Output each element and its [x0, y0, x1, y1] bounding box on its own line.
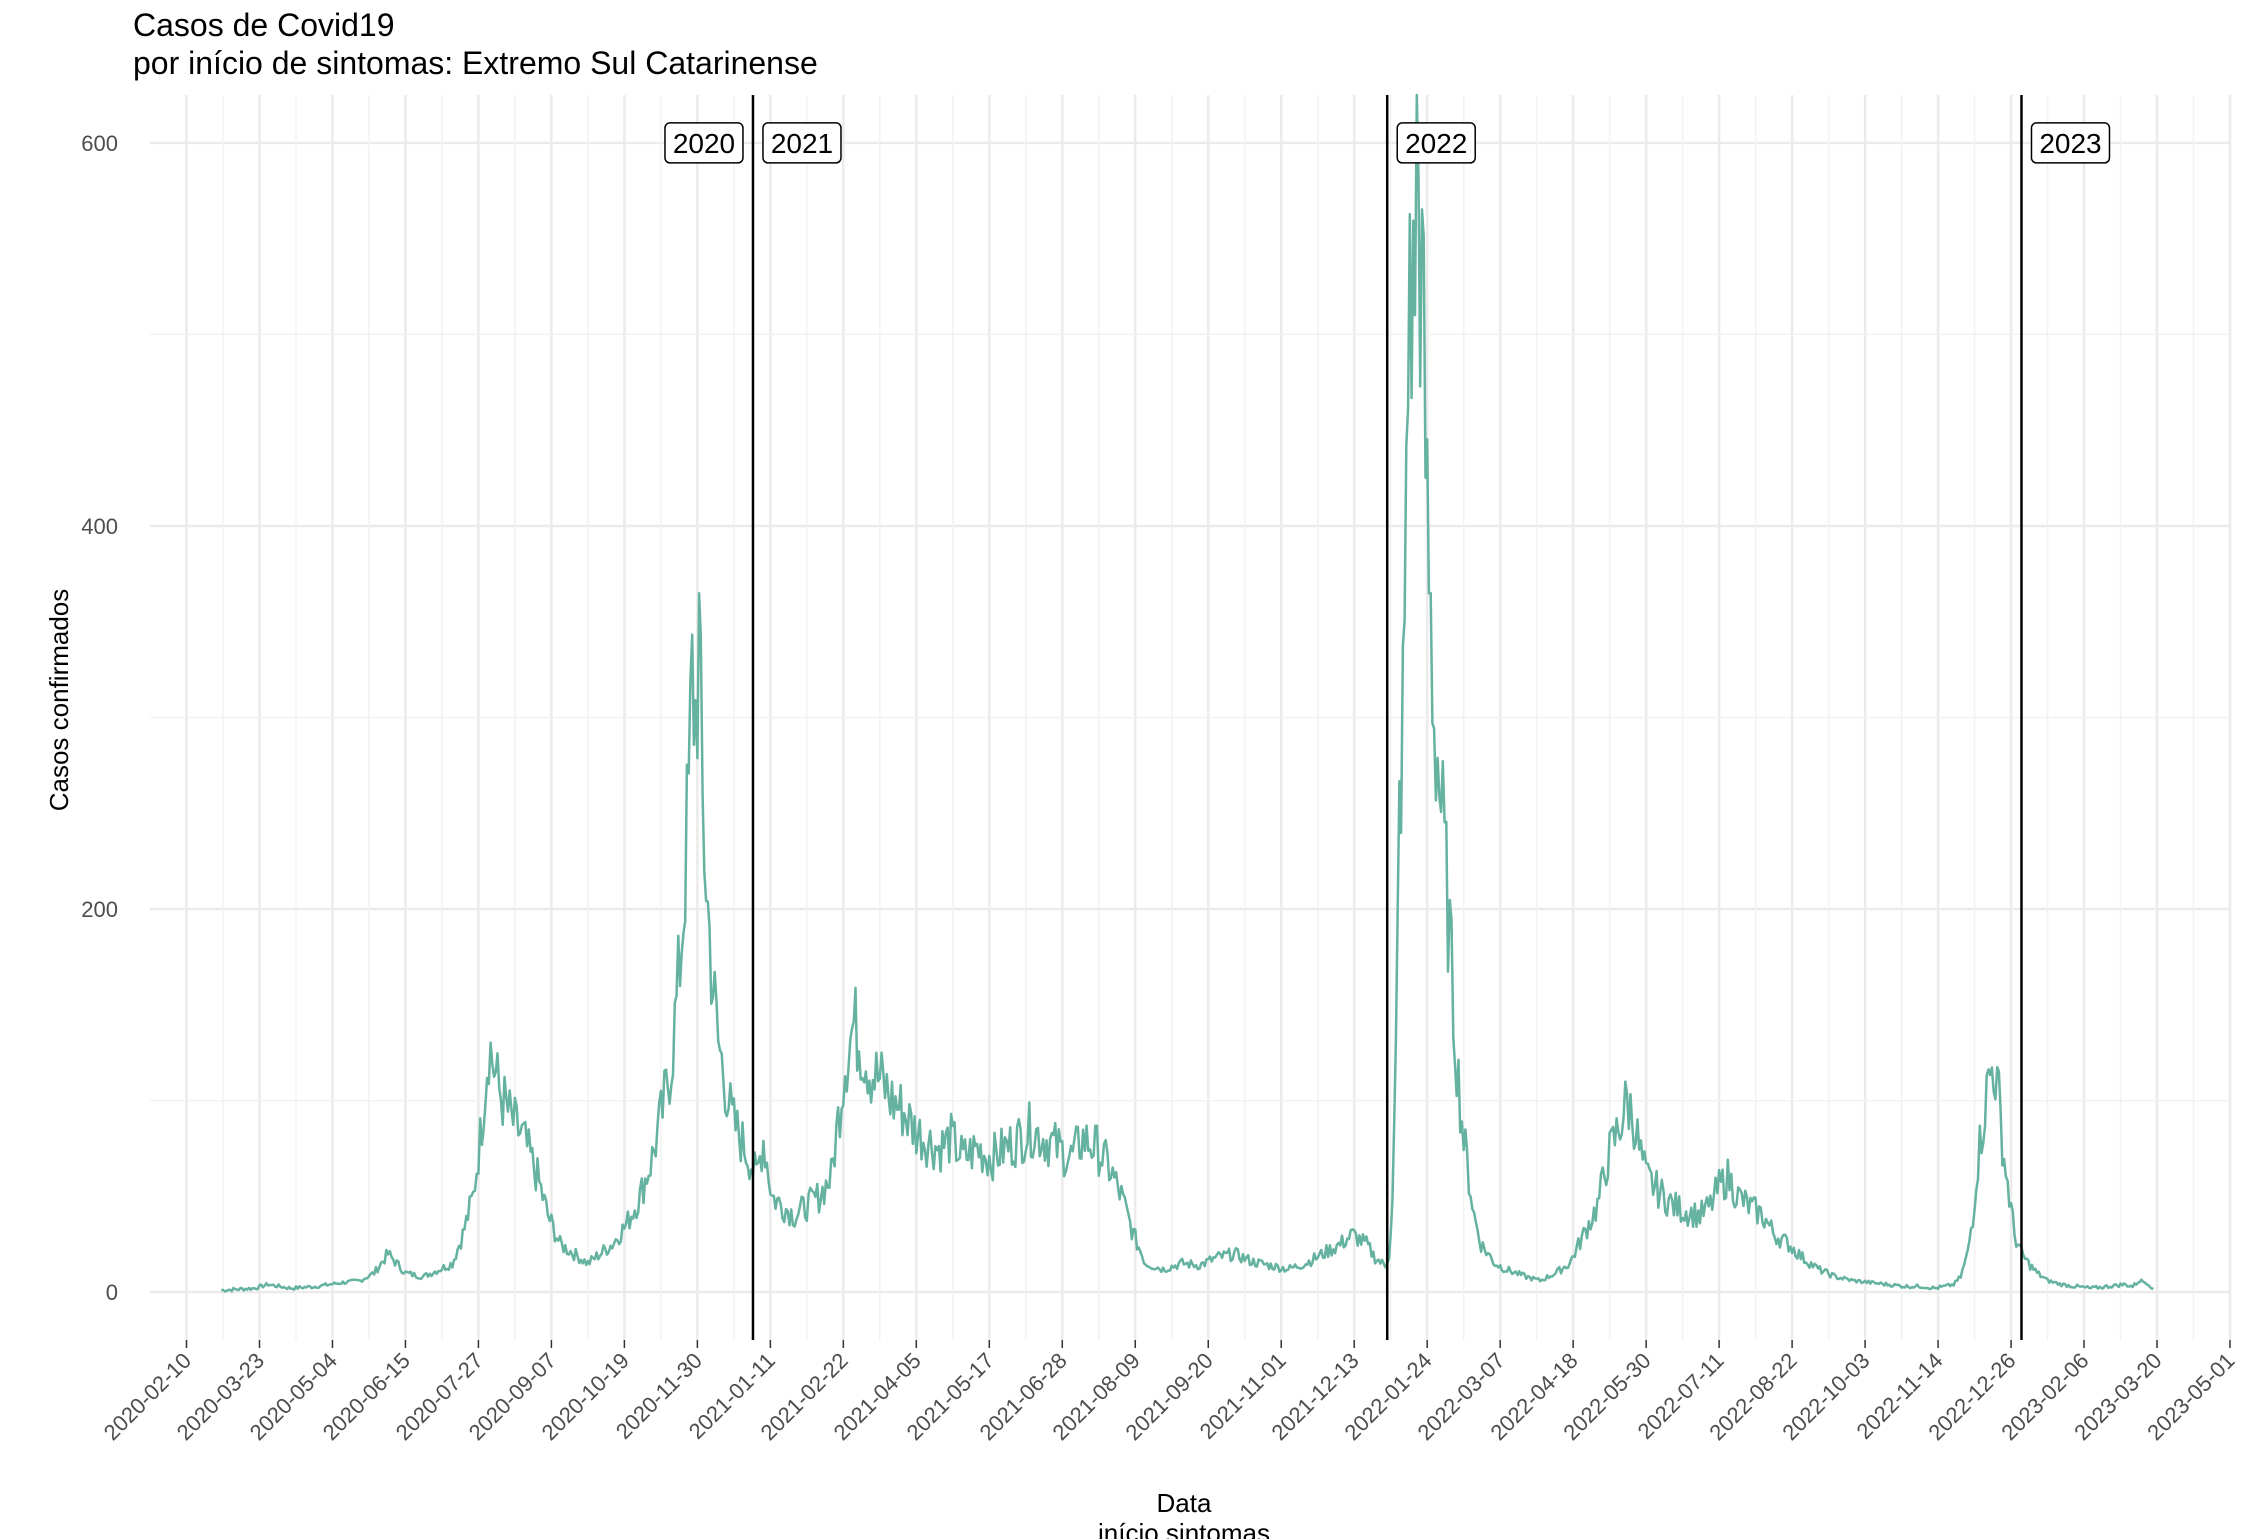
- series-line: [220, 93, 2154, 1293]
- chart-title-block: Casos de Covid19 por início de sintomas:…: [133, 6, 818, 82]
- year-label-box: [664, 122, 744, 164]
- chart-title: Casos de Covid19: [133, 7, 395, 43]
- year-markers: 2020 2021 2022 2023: [664, 95, 2111, 1340]
- year-label-box: [1396, 122, 1476, 164]
- year-label-text: 2021: [771, 128, 833, 159]
- year-label-2020: 2020: [664, 122, 744, 164]
- x-axis-ticks: 2020-02-102020-03-232020-05-042020-06-15…: [99, 1340, 2240, 1445]
- year-label-box: [2030, 122, 2111, 164]
- year-label-text: 2020: [673, 128, 735, 159]
- year-label-text: 2023: [2039, 128, 2101, 159]
- year-label-2023: 2023: [2030, 122, 2111, 164]
- y-tick-label: 600: [81, 131, 118, 156]
- series-layer: [220, 93, 2154, 1293]
- chart-subtitle: por início de sintomas: Extremo Sul Cata…: [133, 45, 818, 81]
- year-label-2021: 2021: [762, 122, 842, 164]
- year-label-2022: 2022: [1396, 122, 1476, 164]
- y-axis-title: Casos confirmados: [44, 589, 74, 812]
- y-tick-label: 200: [81, 897, 118, 922]
- year-label-box: [762, 122, 842, 164]
- grid-minor: [150, 95, 2230, 1340]
- year-label-text: 2022: [1405, 128, 1467, 159]
- y-tick-label: 400: [81, 514, 118, 539]
- x-axis-title: Data: [1157, 1488, 1212, 1518]
- y-tick-label: 0: [106, 1280, 118, 1305]
- x-axis-subtitle: início sintomas: [1098, 1518, 1270, 1539]
- y-axis-ticks: 0 200 400 600: [81, 131, 118, 1305]
